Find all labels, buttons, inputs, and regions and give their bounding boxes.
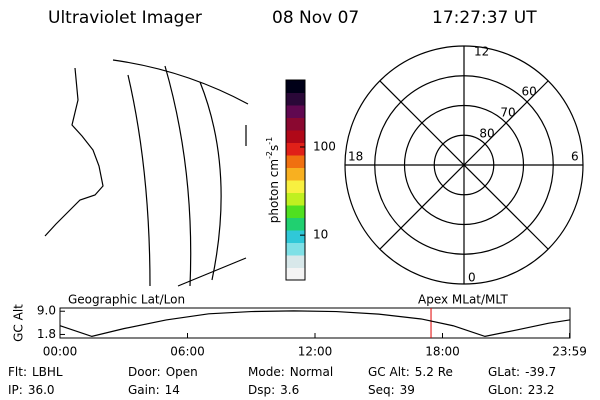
status-label: GLon: — [488, 383, 523, 397]
time: 17:27:37 UT — [432, 8, 537, 28]
colorbar-segment — [286, 155, 305, 168]
timeline-left-label: Geographic Lat/Lon — [68, 293, 185, 307]
status-label: Door: — [128, 365, 161, 379]
colorbar-segment — [286, 180, 305, 193]
latitude-line — [112, 59, 249, 105]
x-tick-label: 12:00 — [298, 345, 333, 359]
status-field: Door: Open — [128, 365, 198, 379]
colorbar-segment — [286, 92, 305, 106]
status-value: 3.6 — [280, 383, 299, 397]
status-field: GC Alt: 5.2 Re — [368, 365, 453, 379]
x-tick-label: 00:00 — [43, 345, 78, 359]
colorbar: 10 100 — [285, 79, 336, 281]
status-value: 14 — [165, 383, 180, 397]
polar-plot: 60 70 80 12 0 18 6 — [344, 45, 584, 285]
title: Ultraviolet Imager — [48, 8, 202, 28]
status-value: Normal — [290, 365, 333, 379]
colorbar-segment — [286, 105, 305, 118]
altitude-timeline: Geographic Lat/Lon Apex MLat/MLT GC Alt 9.0… — [12, 293, 587, 359]
colorbar-segment — [286, 80, 305, 93]
x-tick-label: 18:00 — [425, 345, 460, 359]
colorbar-segment — [286, 255, 305, 268]
hour-label: 6 — [571, 150, 579, 164]
coastline — [44, 67, 104, 237]
status-label: Gain: — [128, 383, 160, 397]
colorbar-segment — [286, 142, 305, 156]
map — [44, 59, 249, 287]
colorbar-tick-label: 100 — [313, 139, 336, 153]
status-field: Mode: Normal — [248, 365, 333, 379]
latitude-line — [177, 257, 247, 287]
colorbar-segment — [286, 205, 305, 218]
hour-label: 18 — [348, 150, 363, 164]
y-tick-label: 9.0 — [37, 304, 56, 318]
longitude-line — [164, 65, 192, 287]
status-field: Dsp: 3.6 — [248, 383, 299, 397]
status-value: -39.7 — [525, 365, 556, 379]
y-axis-label: GC Alt — [12, 304, 26, 342]
colorbar-segment — [286, 167, 305, 181]
longitude-line — [199, 81, 222, 281]
status-label: Mode: — [248, 365, 285, 379]
altitude-line — [59, 310, 570, 338]
status-label: Flt: — [8, 365, 27, 379]
longitude-line — [127, 74, 151, 287]
colorbar-label: photon cm-2s-1 — [265, 137, 281, 224]
status-field: Gain: 14 — [128, 383, 180, 397]
status-label: Seq: — [368, 383, 395, 397]
hour-label: 0 — [468, 271, 476, 285]
status-value: 5.2 Re — [415, 365, 453, 379]
colorbar-segment — [286, 230, 305, 243]
status-field: IP: 36.0 — [8, 383, 55, 397]
colorbar-segment — [286, 267, 305, 281]
colorbar-segment — [286, 217, 305, 231]
status-label: IP: — [8, 383, 23, 397]
ring-label: 80 — [479, 126, 494, 140]
status-field: GLon: 23.2 — [488, 383, 554, 397]
x-tick-label: 06:00 — [170, 345, 205, 359]
status-value: 39 — [400, 383, 415, 397]
status-label: GLat: — [488, 365, 520, 379]
hour-label: 12 — [474, 45, 489, 59]
x-tick-label: 23:59 — [552, 345, 587, 359]
colorbar-segment — [286, 117, 305, 131]
y-tick-label: 1.8 — [37, 327, 56, 341]
date: 08 Nov 07 — [272, 8, 359, 28]
status-label: GC Alt: — [368, 365, 410, 379]
status-field: Flt: LBHL — [8, 365, 63, 379]
status-value: Open — [166, 365, 198, 379]
ring-label: 60 — [521, 84, 536, 98]
status-label: Dsp: — [248, 383, 275, 397]
status-value: LBHL — [32, 365, 63, 379]
status-value: 23.2 — [528, 383, 555, 397]
status-value: 36.0 — [28, 383, 55, 397]
ring-label: 70 — [500, 105, 515, 119]
colorbar-segment — [286, 242, 305, 256]
colorbar-segment — [286, 130, 305, 143]
colorbar-frame — [285, 79, 306, 281]
polar-spoke — [379, 80, 549, 250]
timeline-right-label: Apex MLat/MLT — [418, 293, 508, 307]
colorbar-segment — [286, 192, 305, 206]
footer: Flt: LBHL Door: Open Mode: Normal GC Alt: 5.2 R… — [8, 365, 556, 397]
status-field: Seq: 39 — [368, 383, 415, 397]
colorbar-tick-label: 10 — [313, 228, 328, 242]
status-field: GLat: -39.7 — [488, 365, 556, 379]
